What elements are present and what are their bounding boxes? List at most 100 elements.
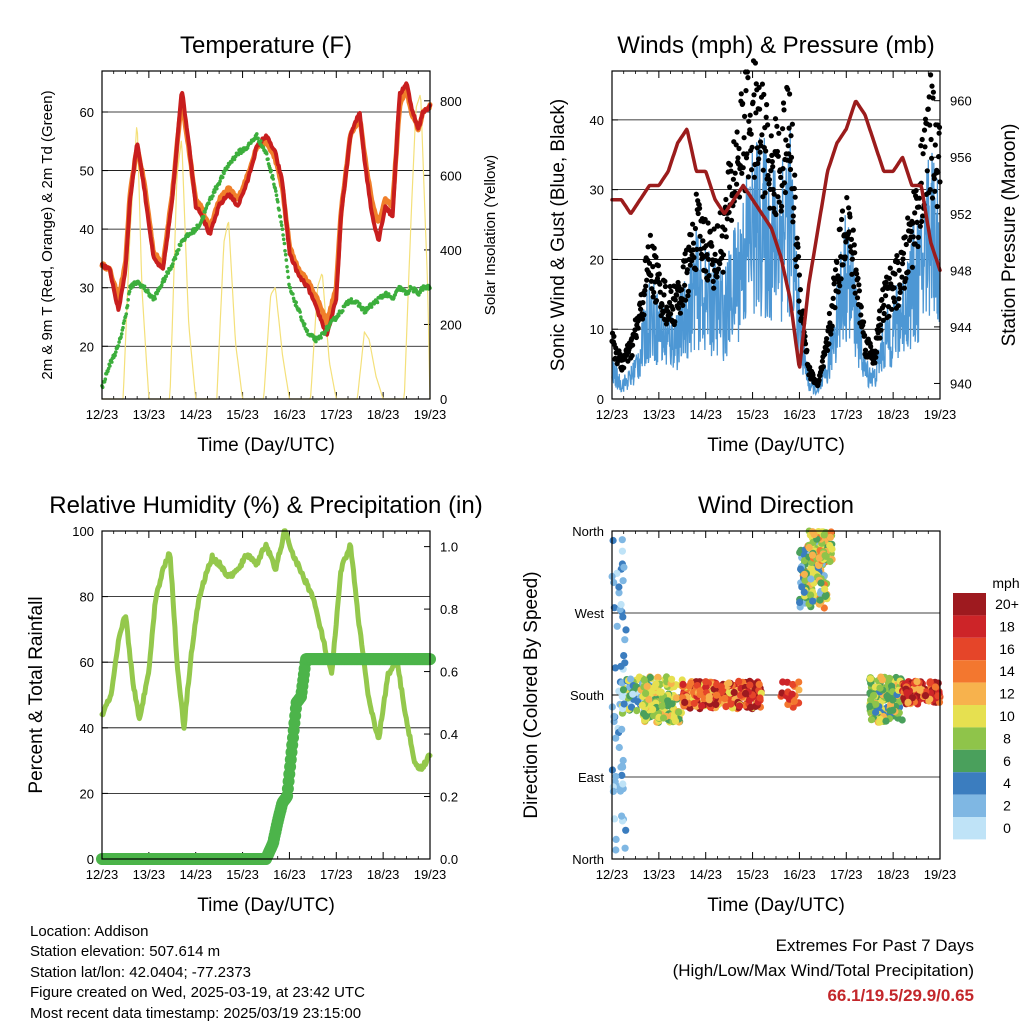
gust-point xyxy=(795,254,802,260)
dewpoint-point xyxy=(276,200,280,204)
gust-point xyxy=(742,113,748,119)
dewpoint-point xyxy=(291,296,296,301)
direction-point xyxy=(615,583,623,591)
gust-point xyxy=(630,342,636,348)
gust-point xyxy=(787,166,794,173)
plot-border xyxy=(101,530,431,860)
x-tick-label: 13/23 xyxy=(643,867,676,882)
gust-point xyxy=(886,313,892,319)
dewpoint-point xyxy=(236,152,241,157)
y2-tick-label: 600 xyxy=(440,168,462,183)
dewpoint-point xyxy=(106,369,110,374)
gust-point xyxy=(895,303,901,309)
gust-point xyxy=(762,190,768,196)
dewpoint-point xyxy=(281,233,285,237)
gust-point xyxy=(785,86,791,92)
x-tick-label: 14/23 xyxy=(689,867,722,882)
gust-point xyxy=(873,354,879,360)
gust-point xyxy=(760,194,766,200)
gust-point xyxy=(611,333,617,339)
gust-point xyxy=(674,292,680,298)
gust-point xyxy=(879,296,885,303)
gust-point xyxy=(908,228,915,235)
gust-point xyxy=(682,282,688,288)
gust-point xyxy=(837,226,843,232)
x-tick-label: 18/23 xyxy=(877,407,910,422)
direction-point xyxy=(826,541,834,550)
dewpoint-point xyxy=(203,210,207,214)
dewpoint-point xyxy=(266,157,270,161)
x-tick-label: 17/23 xyxy=(320,867,353,882)
gust-point xyxy=(837,283,843,289)
gust-point xyxy=(775,194,781,200)
direction-point xyxy=(675,708,683,716)
dewpoint-point xyxy=(114,350,118,354)
gust-point xyxy=(643,283,649,289)
gust-point xyxy=(791,185,797,192)
gust-point xyxy=(920,151,926,157)
direction-point xyxy=(916,686,924,694)
gust-point xyxy=(854,295,861,301)
gust-point xyxy=(740,100,746,107)
gust-point xyxy=(629,353,635,359)
gust-point xyxy=(883,293,889,299)
gust-point xyxy=(657,289,663,295)
y2-tick-label: 800 xyxy=(440,94,462,109)
gust-point xyxy=(839,208,846,214)
gust-point xyxy=(820,364,826,370)
gust-point xyxy=(915,243,921,250)
dewpoint-point xyxy=(270,173,275,178)
gust-point xyxy=(831,281,837,287)
direction-point xyxy=(612,846,620,854)
direction-point xyxy=(640,676,648,684)
y-tick-label: North xyxy=(572,524,604,539)
y-tick-label: 20 xyxy=(80,786,94,801)
dewpoint-point xyxy=(286,275,291,280)
direction-point xyxy=(730,688,738,697)
gust-point xyxy=(771,205,777,211)
panel-1: Temperature (F) 12/23 13/23 14/23 15/23 16/23… xyxy=(39,32,499,456)
gust-point xyxy=(757,139,764,145)
gust-point xyxy=(715,266,722,272)
direction-point xyxy=(898,716,906,724)
gust-point xyxy=(925,106,931,112)
x-tick-label: 18/23 xyxy=(367,407,400,422)
gust-point xyxy=(896,296,902,302)
gust-point xyxy=(720,252,727,258)
dewpoint-point xyxy=(380,296,384,300)
x-tick-label: 16/23 xyxy=(273,867,306,882)
direction-point xyxy=(629,690,637,698)
gust-point xyxy=(862,347,869,353)
y-tick-label: 60 xyxy=(80,105,94,120)
gust-point xyxy=(891,299,898,305)
gust-point xyxy=(705,220,711,226)
gust-point xyxy=(741,135,747,141)
dewpoint-point xyxy=(281,237,286,242)
gust-point xyxy=(702,216,708,223)
extremes-subtitle: (High/Low/Max Wind/Total Precipitation) xyxy=(672,961,974,980)
direction-point xyxy=(713,691,721,699)
direction-point xyxy=(908,694,917,702)
direction-point xyxy=(619,613,627,621)
gust-point xyxy=(868,343,874,350)
colorbar-swatch xyxy=(953,660,986,683)
chart-title: Temperature (F) xyxy=(180,32,352,59)
gust-point xyxy=(774,123,780,129)
gust-point xyxy=(714,274,720,280)
gust-point xyxy=(761,91,767,98)
dewpoint-point xyxy=(337,313,341,318)
gust-point xyxy=(830,295,836,301)
gust-point xyxy=(763,148,769,154)
gust-point xyxy=(928,136,934,143)
gust-point xyxy=(778,208,784,214)
dewpoint-point xyxy=(173,256,178,261)
direction-point xyxy=(712,700,720,709)
gust-point xyxy=(858,304,864,310)
y-axis-label: Direction (Colored By Speed) xyxy=(521,571,542,818)
dewpoint-point xyxy=(159,283,164,288)
gust-point xyxy=(881,310,887,317)
gust-point xyxy=(752,60,759,66)
colorbar-swatch xyxy=(953,817,986,840)
x-tick-label: 19/23 xyxy=(414,407,447,422)
x-tick-label: 12/23 xyxy=(86,867,119,882)
